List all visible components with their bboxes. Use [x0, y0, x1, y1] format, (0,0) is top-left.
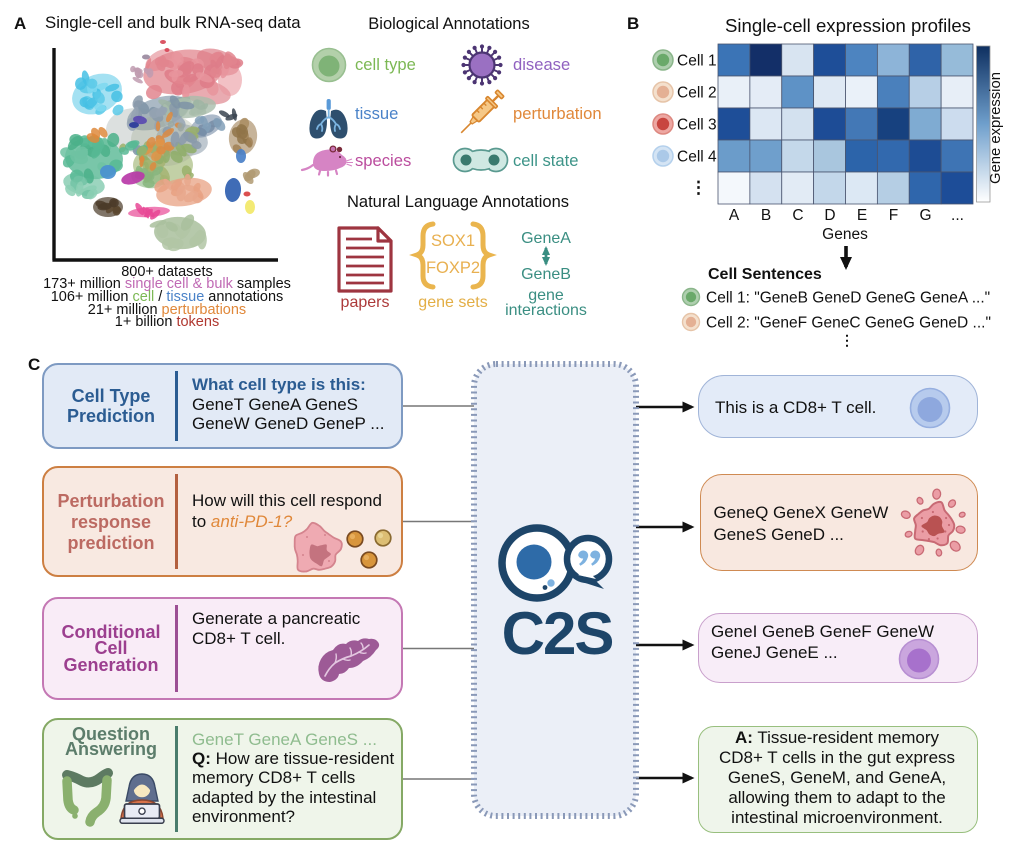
svg-text:...: ...	[951, 207, 964, 224]
svg-text:E: E	[857, 207, 867, 224]
svg-text:⋮: ⋮	[690, 178, 707, 197]
svg-text:F: F	[889, 207, 898, 224]
svg-text:G: G	[919, 207, 931, 224]
svg-text:Genes: Genes	[822, 226, 868, 243]
svg-text:Cell 1: "GeneB GeneD GeneG Gen: Cell 1: "GeneB GeneD GeneG GeneA ..."	[706, 290, 990, 307]
svg-text:Cell 3: Cell 3	[677, 117, 717, 134]
svg-text:C: C	[792, 207, 803, 224]
svg-text:A: A	[729, 207, 740, 224]
svg-text:Cell 1: Cell 1	[677, 53, 717, 70]
svg-text:FOXP2: FOXP2	[426, 259, 480, 277]
svg-text:B: B	[761, 207, 771, 224]
svg-text:D: D	[824, 207, 835, 224]
svg-text:SOX1: SOX1	[431, 232, 475, 250]
svg-text:Cell Sentences: Cell Sentences	[708, 266, 822, 283]
svg-text:Cell 2: "GeneF GeneC GeneG Gen: Cell 2: "GeneF GeneC GeneG GeneD ..."	[706, 315, 991, 332]
svg-text:Gene expression: Gene expression	[988, 72, 1004, 184]
svg-text:⋮: ⋮	[840, 332, 854, 348]
svg-text:Cell 4: Cell 4	[677, 149, 717, 166]
svg-text:Cell 2: Cell 2	[677, 85, 717, 102]
svg-text:C2S: C2S	[502, 600, 613, 667]
svg-text:GeneA: GeneA	[521, 230, 571, 247]
svg-text:GeneB: GeneB	[521, 266, 571, 283]
